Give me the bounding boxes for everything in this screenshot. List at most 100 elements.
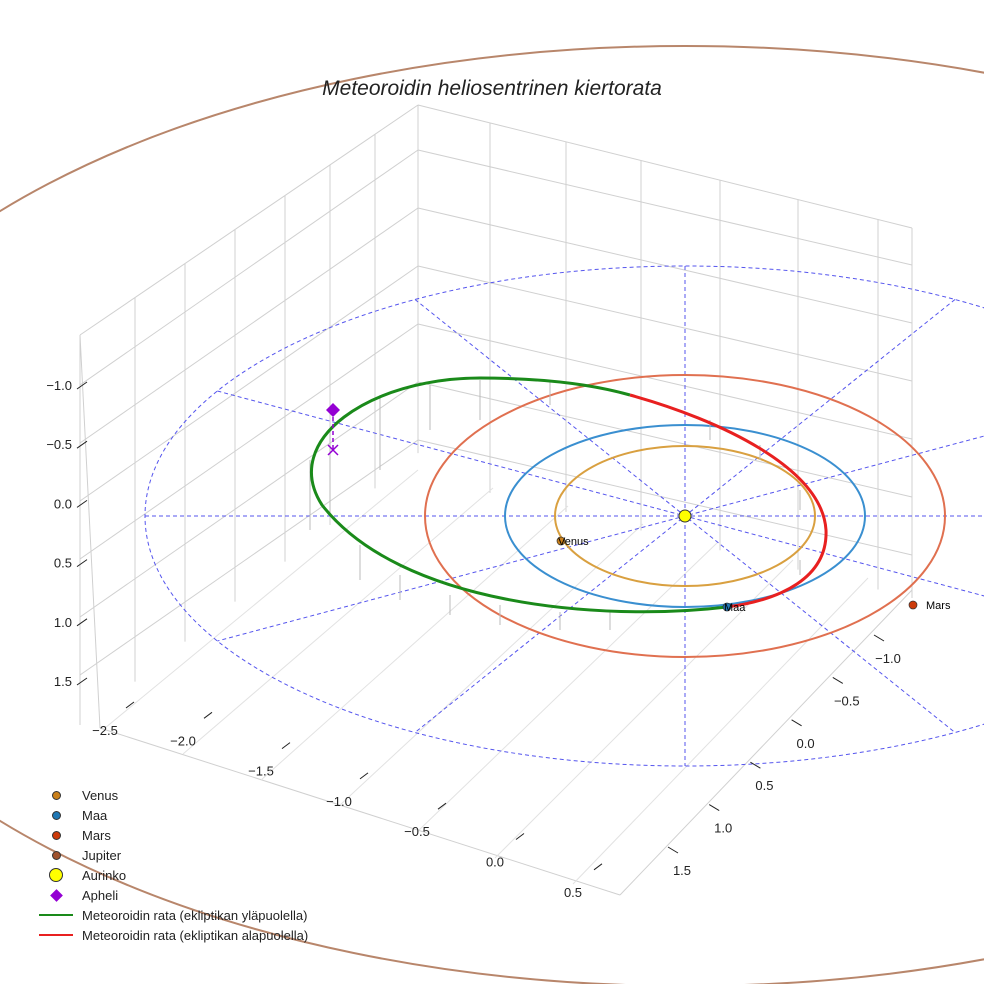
x-tick-mark: [359, 772, 369, 780]
mars-marker-icon: [51, 830, 61, 840]
sun-marker-icon: [49, 868, 63, 882]
grid-line: [79, 439, 419, 676]
mars-label: Mars: [926, 600, 951, 612]
grid-line: [79, 323, 419, 560]
x-tick-mark: [437, 802, 447, 810]
x-tick-mark: [125, 701, 135, 709]
legend-item-apheli: Apheli: [30, 885, 308, 905]
legend-label: Meteoroidin rata (ekliptikan alapuolella…: [82, 927, 309, 943]
floor-grid-line: [494, 559, 794, 859]
floor-grid-line: [182, 487, 494, 755]
z-tick-label: 0.0: [54, 496, 72, 511]
x-tick-label: −1.5: [248, 764, 274, 779]
legend-item-jupiter: Jupiter: [30, 845, 308, 865]
meteoroid-orbit: [309, 376, 828, 630]
floor-grid-line: [260, 505, 569, 781]
z-tick-label: −0.5: [46, 437, 72, 452]
grid-line: [79, 149, 419, 386]
sun-marker: [678, 509, 692, 523]
z-tick-mark: [76, 677, 88, 686]
legend-label: Aurinko: [82, 867, 127, 883]
z-tick-mark: [76, 618, 88, 627]
venus-marker: [556, 536, 566, 546]
x-tick-mark: [281, 742, 291, 749]
legend-item-mars: Mars: [30, 825, 308, 845]
ecliptic-reference-grid: [144, 265, 984, 767]
x-tick-mark: [515, 833, 525, 840]
floor-grid-line: [416, 541, 719, 833]
maa-marker: [722, 602, 732, 612]
chart-title: Meteoroidin heliosentrinen kiertorata: [322, 77, 662, 100]
y-tick-label: −0.5: [834, 693, 860, 708]
legend-label: Jupiter: [82, 847, 122, 863]
grid-line: [417, 439, 913, 556]
legend-label: Maa: [82, 807, 108, 823]
tick-labels: 1.5 1.0 0.5 0.0 −0.5 −1.0 −2.5 −2.0 −1.5 −1.0 −0.5…: [46, 378, 901, 900]
legend-label: Mars: [82, 827, 111, 843]
z-tick-mark: [76, 440, 88, 449]
legend-item-above: Meteoroidin rata (ekliptikan yläpuolella…: [30, 905, 308, 925]
legend-item-below: Meteoroidin rata (ekliptikan alapuolella…: [30, 925, 308, 945]
legend: Venus Maa Mars Jupiter Aurinko Apheli Me…: [30, 785, 308, 945]
y-tick-label: 0.0: [797, 736, 815, 751]
mars-marker: [908, 600, 918, 610]
aphelion-marker: [326, 403, 340, 417]
x-tick-label: −1.0: [326, 794, 352, 809]
orbit-maa: [504, 424, 866, 608]
legend-label: Apheli: [82, 887, 119, 903]
y-tick-label: −1.0: [875, 651, 901, 666]
x-tick-label: 0.5: [564, 885, 582, 900]
y-tick-label: 1.5: [673, 863, 691, 878]
y-tick-mark: [791, 719, 802, 727]
grid-line: [417, 381, 913, 498]
x-tick-label: −2.0: [170, 733, 196, 748]
legend-item-aurinko: Aurinko: [30, 865, 308, 885]
pane-edge: [619, 589, 913, 896]
z-tick-mark: [76, 381, 88, 390]
meteoroid-orbit-above: [309, 376, 728, 614]
aphelion-diamond-icon: [49, 888, 63, 902]
maa-label: Maa: [724, 602, 746, 614]
z-tick-label: −1.0: [46, 378, 72, 393]
reference-ring: [144, 265, 984, 767]
grid-line: [79, 207, 419, 444]
floor-grid-line: [572, 577, 869, 885]
earth-marker-icon: [51, 810, 61, 820]
z-tick-label: 1.0: [54, 615, 72, 630]
pane-edge: [417, 104, 913, 229]
jupiter-marker-icon: [51, 850, 61, 860]
legend-item-maa: Maa: [30, 805, 308, 825]
z-tick-mark: [76, 499, 88, 508]
legend-item-venus: Venus: [30, 785, 308, 805]
grid-line: [417, 265, 913, 382]
floor-grid-line: [104, 469, 419, 729]
y-tick-label: 1.0: [714, 821, 732, 836]
x-tick-mark: [203, 711, 213, 719]
grid-line: [417, 207, 913, 324]
meteoroid-orbit-below: [629, 393, 828, 609]
y-tick-mark: [667, 846, 679, 854]
orbit-mars: [424, 374, 946, 658]
grid-line: [417, 149, 913, 266]
y-tick-mark: [708, 804, 720, 812]
grid-line: [79, 265, 419, 502]
y-tick-mark: [873, 634, 885, 642]
red-line-icon: [39, 933, 73, 937]
green-line-icon: [39, 913, 73, 917]
aphelion-projection-x-icon: [327, 444, 339, 456]
legend-label: Venus: [82, 787, 119, 803]
legend-label: Meteoroidin rata (ekliptikan yläpuolella…: [82, 907, 308, 923]
z-tick-label: 0.5: [54, 556, 72, 571]
z-tick-mark: [76, 559, 88, 568]
venus-label: Venus: [558, 536, 589, 548]
floor-grid-line: [338, 523, 644, 807]
x-tick-label: −2.5: [92, 723, 118, 738]
y-tick-mark: [832, 676, 844, 684]
axis-panes-grid: [79, 104, 913, 896]
pane-edge: [99, 727, 621, 896]
orbit-venus: [554, 445, 816, 587]
venus-marker-icon: [51, 790, 61, 800]
x-tick-label: −0.5: [404, 824, 430, 839]
orbit-jupiter: [0, 45, 984, 984]
